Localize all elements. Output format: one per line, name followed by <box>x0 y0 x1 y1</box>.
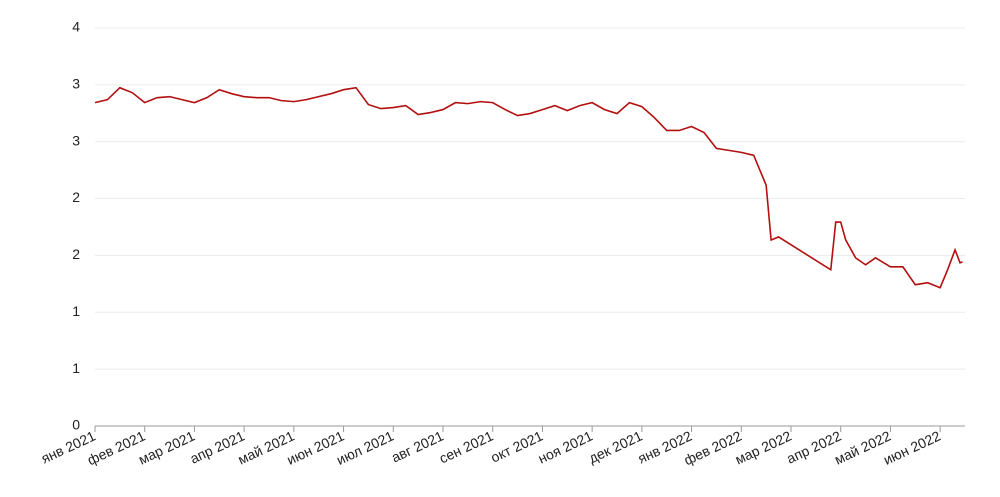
y-tick-label: 0 <box>72 417 80 433</box>
y-tick-label: 3 <box>72 132 80 148</box>
x-tick-label: мар 2021 <box>136 427 198 467</box>
y-tick-label: 3 <box>72 76 80 92</box>
x-tick-label: ноя 2021 <box>536 427 596 466</box>
x-tick-label: окт 2021 <box>488 427 545 465</box>
y-tick-label: 2 <box>72 189 80 205</box>
y-tick-label: 4 <box>72 19 80 35</box>
x-tick-label: сен 2021 <box>437 427 496 466</box>
y-tick-label: 2 <box>72 246 80 262</box>
y-tick-label: 1 <box>72 303 80 319</box>
x-tick-label: фев 2022 <box>681 427 744 468</box>
x-tick-label: авг 2021 <box>389 427 446 465</box>
data-line <box>94 86 963 289</box>
x-tick-label: дек 2021 <box>586 427 645 466</box>
x-tick-label: июл 2021 <box>334 427 396 467</box>
x-tick-label: июн 2022 <box>881 427 943 467</box>
x-tick-label: фев 2021 <box>85 427 148 468</box>
x-tick-label: мар 2022 <box>732 427 794 467</box>
y-tick-label: 1 <box>72 360 80 376</box>
